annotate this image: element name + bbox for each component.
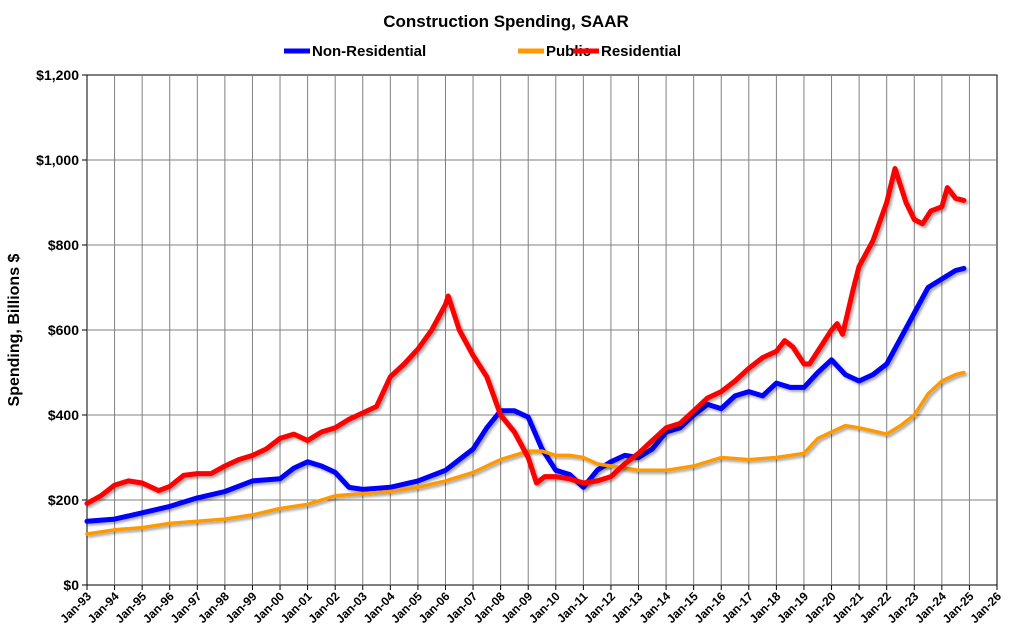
grid — [82, 74, 998, 590]
y-tick-label: $600 — [48, 322, 79, 338]
y-tick-label: $1,000 — [36, 152, 79, 168]
legend-label-residential: Residential — [601, 43, 681, 60]
chart-title: Construction Spending, SAAR — [383, 12, 629, 31]
legend-label-non-residential: Non-Residential — [312, 43, 426, 60]
series-line-residential — [84, 166, 967, 506]
y-tick-label: $800 — [48, 237, 79, 253]
series-line-public — [85, 370, 966, 536]
y-tick-label: $400 — [48, 407, 79, 423]
legend: Non-Residential Public Residential — [284, 43, 681, 60]
x-axis-ticks: Jan-93Jan-94Jan-95Jan-96Jan-97Jan-98Jan-… — [57, 589, 1004, 626]
y-tick-label: $1,200 — [36, 67, 79, 83]
x-tick-label: Jan-26 — [967, 589, 1004, 626]
y-axis-label: Spending, Billions $ — [6, 253, 23, 406]
y-tick-label: $200 — [48, 492, 79, 508]
series-line-non-residential — [84, 265, 967, 524]
legend-label-public: Public — [546, 43, 591, 60]
x-tick-label: Jan-10 — [526, 589, 563, 626]
y-tick-label: $0 — [63, 577, 79, 593]
y-axis-ticks: $0 $200 $400 $600 $800 $1,000 $1,200 — [36, 67, 79, 593]
series-lines — [84, 166, 967, 536]
